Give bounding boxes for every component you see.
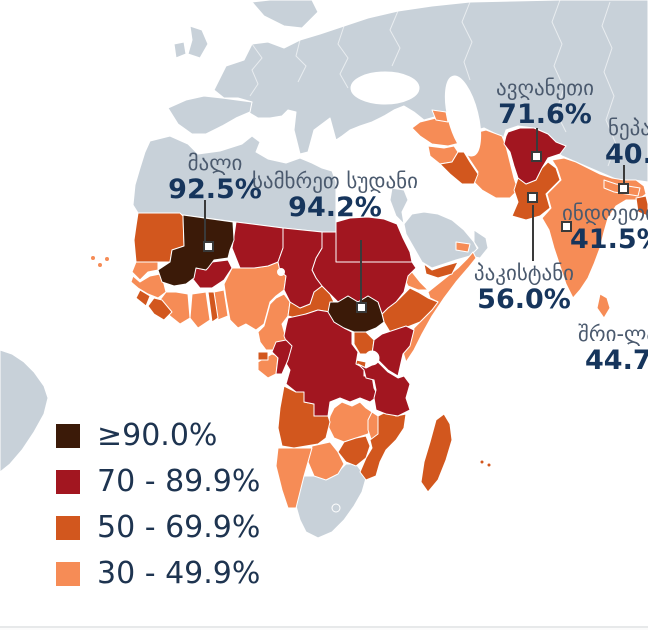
legend-label: 70 - 89.9% xyxy=(97,464,261,499)
leader-line-nepal xyxy=(623,165,625,183)
country-cameroon xyxy=(257,293,291,351)
legend-row: 30 - 49.9% xyxy=(56,556,261,591)
map-marker-afghanistan xyxy=(531,151,542,162)
country-chad xyxy=(277,227,323,309)
islands-cape-verde xyxy=(90,255,96,261)
country-tanzania xyxy=(357,361,411,417)
country-botswana xyxy=(307,441,345,481)
country-congo xyxy=(271,339,293,375)
caspian-sea xyxy=(444,75,482,157)
region-levant xyxy=(389,187,409,225)
country-sri-lanka xyxy=(596,293,611,319)
legend-row: 70 - 89.9% xyxy=(56,464,261,499)
country-iraq xyxy=(439,151,479,185)
lake-chad xyxy=(277,268,285,276)
leader-line-mali xyxy=(204,200,206,241)
islands-cape-verde-3 xyxy=(104,256,110,262)
legend-label: 30 - 49.9% xyxy=(97,556,261,591)
map-marker-india xyxy=(561,221,572,232)
legend-swatch-90plus xyxy=(56,424,80,448)
legend-swatch-30-49 xyxy=(56,562,80,586)
country-yemen xyxy=(423,261,459,279)
country-ethiopia xyxy=(381,287,439,333)
leader-line-south-sudan xyxy=(360,240,362,302)
country-bangladesh xyxy=(635,195,648,217)
islands-cape-verde-2 xyxy=(97,262,103,268)
region-scandinavia xyxy=(251,0,319,29)
country-eq-guinea xyxy=(257,351,269,361)
lesotho-outline xyxy=(331,503,341,513)
region-iberia xyxy=(167,95,253,135)
country-madagascar xyxy=(420,413,453,493)
country-zambia xyxy=(327,401,375,443)
legend-swatch-70-89 xyxy=(56,470,80,494)
border-line xyxy=(337,25,349,89)
footer-divider xyxy=(0,626,648,628)
border-line xyxy=(601,1,617,167)
legend-label: 50 - 69.9% xyxy=(97,510,261,545)
legend-label: ≥90.0% xyxy=(97,418,218,453)
leader-line-pakistan xyxy=(532,205,534,261)
map-marker-nepal xyxy=(618,183,629,194)
border-line xyxy=(551,0,567,133)
legend-row: ≥90.0% xyxy=(56,418,260,453)
map-marker-south-sudan xyxy=(356,302,367,313)
country-niger xyxy=(231,221,284,269)
country-namibia xyxy=(275,447,313,509)
border-line xyxy=(249,43,263,97)
country-liberia xyxy=(147,297,173,321)
region-britain xyxy=(187,25,209,59)
map-marker-pakistan xyxy=(527,192,538,203)
region-south-america xyxy=(0,349,49,473)
border-line xyxy=(389,10,401,67)
leader-line-afghanistan xyxy=(536,128,538,151)
islands-mauritius xyxy=(479,459,485,465)
legend-swatch-50-69 xyxy=(56,516,80,540)
region-north-africa xyxy=(132,135,337,233)
country-ghana xyxy=(189,291,211,329)
black-sea xyxy=(350,71,420,105)
country-azerbaijan xyxy=(431,109,449,123)
country-togo xyxy=(207,291,219,323)
footer-strip xyxy=(0,628,648,630)
country-mali xyxy=(157,214,235,287)
country-egypt xyxy=(335,216,413,263)
border-line xyxy=(461,1,473,81)
country-sierra-leone xyxy=(135,289,151,307)
legend: ≥90.0% 70 - 89.9% 50 - 69.9% 30 - 49.9% xyxy=(56,418,261,608)
country-uae xyxy=(455,241,471,253)
border-line xyxy=(295,39,307,83)
region-ireland xyxy=(173,41,187,59)
lake-victoria xyxy=(364,350,380,366)
islands-reunion xyxy=(486,462,492,468)
map-marker-mali xyxy=(203,241,214,252)
legend-row: 50 - 69.9% xyxy=(56,510,261,545)
